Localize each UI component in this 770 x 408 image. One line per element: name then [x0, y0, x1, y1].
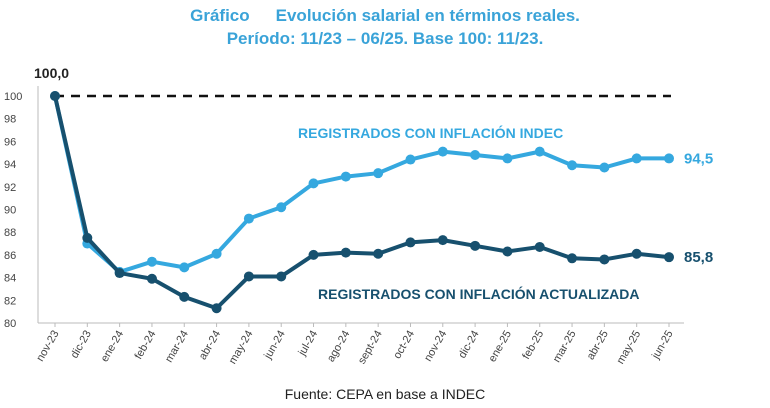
- series-label: REGISTRADOS CON INFLACIÓN ACTUALIZADA: [318, 285, 639, 302]
- y-tick-label: 98: [4, 114, 16, 126]
- data-point: [114, 268, 125, 279]
- data-point: [340, 247, 351, 258]
- data-point: [534, 241, 545, 252]
- y-tick-label: 88: [4, 227, 16, 239]
- x-tick-label: feb-25: [520, 329, 546, 362]
- data-point: [405, 154, 416, 165]
- x-tick-label: jun-24: [262, 329, 288, 362]
- series-line-inflacion-actualizada: [53, 94, 671, 311]
- data-point: [146, 273, 157, 284]
- data-point: [308, 178, 319, 189]
- data-point: [502, 246, 513, 257]
- end-value-label: 94,5: [684, 150, 713, 167]
- y-tick-label: 84: [4, 273, 16, 285]
- data-point: [276, 271, 287, 282]
- data-point: [437, 235, 448, 246]
- data-point: [405, 237, 416, 248]
- x-tick-label: may-24: [227, 329, 256, 367]
- data-point: [534, 146, 545, 157]
- reference-label: 100,0: [34, 65, 69, 81]
- data-point: [567, 160, 578, 171]
- data-point: [82, 232, 93, 243]
- y-tick-label: 80: [4, 318, 16, 330]
- series-label: REGISTRADOS CON INFLACIÓN INDEC: [298, 124, 563, 141]
- x-tick-label: abr-24: [197, 329, 223, 363]
- x-tick-label: feb-24: [133, 329, 159, 362]
- data-point: [373, 248, 384, 259]
- data-point: [470, 150, 481, 161]
- x-tick-label: mar-25: [551, 329, 579, 365]
- x-tick-label: ene-25: [486, 328, 514, 364]
- x-tick-label: ago-24: [325, 329, 353, 365]
- data-point: [664, 153, 674, 164]
- source-note: Fuente: CEPA en base a INDEC: [284, 386, 486, 402]
- chart-title: Gráfico Evolución salarial en términos re…: [0, 6, 770, 26]
- data-point: [179, 262, 190, 273]
- x-tick-label: mar-24: [163, 329, 191, 365]
- x-tick-label: abr-25: [585, 329, 611, 363]
- data-point: [308, 249, 319, 260]
- y-tick-label: 92: [4, 182, 16, 194]
- x-tick-label: sept-24: [356, 329, 385, 367]
- chart-subtitle: Período: 11/23 – 06/25. Base 100: 11/23.: [226, 29, 544, 48]
- data-point: [373, 168, 384, 179]
- data-point: [276, 202, 287, 213]
- data-point: [211, 248, 222, 259]
- x-tick-label: nov-24: [422, 329, 449, 364]
- data-point: [631, 248, 642, 259]
- x-tick-label: may-25: [615, 329, 644, 367]
- data-point: [146, 256, 157, 267]
- data-point: [340, 171, 351, 182]
- data-point: [631, 153, 642, 164]
- data-point: [179, 291, 190, 302]
- y-tick-label: 100: [4, 91, 22, 103]
- data-point: [211, 303, 222, 314]
- data-point: [243, 213, 254, 224]
- data-point: [502, 153, 513, 164]
- x-tick-label: nov-23: [34, 329, 61, 364]
- data-point: [243, 271, 254, 282]
- data-point: [50, 91, 60, 101]
- data-point: [599, 162, 610, 173]
- y-tick-label: 82: [4, 295, 16, 307]
- x-tick-label: oct-24: [391, 329, 417, 361]
- x-tick-label: ene-24: [99, 329, 127, 365]
- end-value-label: 85,8: [684, 249, 713, 266]
- title-prefix: Gráfico: [190, 6, 250, 25]
- series-line-inflacion-indec: [53, 94, 671, 274]
- x-tick-label: jun-25: [649, 329, 675, 362]
- data-point: [664, 252, 674, 263]
- title-text: Evolución salarial en términos reales.: [275, 6, 580, 25]
- data-point: [470, 240, 481, 251]
- y-tick-label: 96: [4, 136, 16, 148]
- x-tick-label: jul-24: [296, 329, 320, 359]
- data-point: [599, 254, 610, 265]
- data-point: [437, 146, 448, 157]
- data-point: [567, 253, 578, 264]
- y-tick-label: 86: [4, 250, 16, 262]
- x-tick-label: dic-23: [69, 329, 94, 361]
- x-tick-label: dic-24: [456, 329, 481, 361]
- y-tick-label: 90: [4, 205, 16, 217]
- y-tick-label: 94: [4, 159, 16, 171]
